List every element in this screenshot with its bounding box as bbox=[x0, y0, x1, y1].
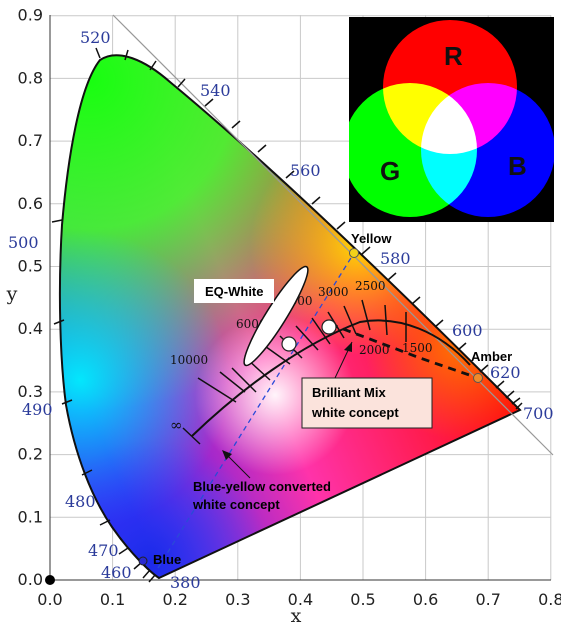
origin-dot bbox=[45, 575, 55, 585]
cct-10000: 10000 bbox=[170, 353, 208, 367]
brilliant-mix-label-1: Brilliant Mix bbox=[312, 385, 386, 400]
yellow-point bbox=[349, 248, 359, 258]
wavelength-labels: 520 540 560 580 600 620 700 500 490 480 … bbox=[8, 28, 554, 592]
wl-480: 480 bbox=[65, 492, 96, 511]
spectral-locus bbox=[58, 54, 522, 580]
y-tick-label: 0.2 bbox=[18, 445, 43, 464]
planckian-locus bbox=[191, 319, 471, 437]
wavelength-ticks bbox=[51, 47, 523, 583]
eq-white-box bbox=[194, 279, 274, 303]
cct-1500: 1500 bbox=[402, 341, 433, 355]
brilliant-mix-box bbox=[301, 377, 433, 429]
y-tick-labels: 0.0 0.1 0.2 0.3 0.4 0.5 0.6 0.7 0.8 0.9 bbox=[18, 6, 43, 589]
x-tick-label: 0.6 bbox=[413, 590, 438, 609]
cct-3000: 3000 bbox=[318, 285, 349, 299]
wl-470: 470 bbox=[88, 541, 119, 560]
amber-point bbox=[473, 373, 483, 383]
y-tick-label: 0.7 bbox=[18, 131, 43, 150]
y-tick-label: 0.0 bbox=[18, 570, 43, 589]
inset-r-label: R bbox=[444, 41, 463, 71]
blue-circle bbox=[421, 83, 554, 217]
x-tick-label: 0.1 bbox=[100, 590, 125, 609]
x-tick-label: 0.7 bbox=[475, 590, 500, 609]
x-tick-label: 0.3 bbox=[225, 590, 250, 609]
y-tick-label: 0.4 bbox=[18, 319, 43, 338]
wl-560: 560 bbox=[290, 161, 321, 180]
wl-700: 700 bbox=[523, 404, 554, 423]
wl-600: 600 bbox=[452, 321, 483, 340]
cct-infinity: ∞ bbox=[170, 416, 183, 434]
wl-500: 500 bbox=[8, 233, 39, 252]
isotherm-lines bbox=[182, 299, 407, 445]
brilliant-mix-label-2: white concept bbox=[311, 405, 399, 420]
wl-540: 540 bbox=[200, 81, 231, 100]
x-tick-label: 0.5 bbox=[350, 590, 375, 609]
white-point-marker bbox=[281, 336, 297, 352]
white-point-marker bbox=[321, 319, 337, 335]
cct-2500: 2500 bbox=[355, 279, 386, 293]
brilliant-mix-arrowhead bbox=[344, 342, 352, 352]
wl-380: 380 bbox=[170, 573, 201, 592]
wl-460: 460 bbox=[101, 563, 132, 582]
wl-580: 580 bbox=[380, 249, 411, 268]
wl-620: 620 bbox=[490, 363, 521, 382]
wl-490: 490 bbox=[22, 400, 53, 419]
x-axis-title: x bbox=[291, 605, 302, 627]
y-tick-label: 0.3 bbox=[18, 382, 43, 401]
x-tick-label: 0.2 bbox=[162, 590, 187, 609]
blue-point bbox=[138, 556, 148, 566]
inset-g-label: G bbox=[380, 156, 400, 186]
brilliant-mix-line bbox=[329, 322, 479, 380]
rgb-mixing-inset: R G B bbox=[349, 17, 554, 222]
y-tick-label: 0.6 bbox=[18, 194, 43, 213]
y-tick-label: 0.9 bbox=[18, 6, 43, 25]
blue-label: Blue bbox=[153, 552, 181, 567]
x-tick-label: 0.8 bbox=[538, 590, 561, 609]
eq-white-label: EQ-White bbox=[205, 284, 264, 299]
y-tick-label: 0.8 bbox=[18, 68, 43, 87]
blue-yellow-arrowhead bbox=[222, 450, 232, 460]
blue-yellow-label-1: Blue-yellow converted bbox=[193, 479, 331, 494]
blue-yellow-line bbox=[157, 252, 355, 569]
axes-frame bbox=[49, 15, 551, 581]
x-tick-label: 0.4 bbox=[288, 590, 313, 609]
eq-white-ellipse bbox=[243, 265, 309, 367]
blue-yellow-label-2: white concept bbox=[192, 497, 280, 512]
y-tick-label: 0.5 bbox=[18, 257, 43, 276]
yellow-label: Yellow bbox=[351, 231, 392, 246]
inset-b-label: B bbox=[508, 151, 527, 181]
x-tick-label: 0.0 bbox=[37, 590, 62, 609]
y-axis-title: y bbox=[6, 283, 18, 305]
x-tick-labels: 0.0 0.1 0.2 0.3 0.4 0.5 0.6 0.7 0.8 bbox=[37, 590, 561, 609]
wl-520: 520 bbox=[80, 28, 111, 47]
cct-2000: 2000 bbox=[359, 343, 390, 357]
amber-label: Amber bbox=[471, 349, 512, 364]
y-tick-label: 0.1 bbox=[18, 507, 43, 526]
